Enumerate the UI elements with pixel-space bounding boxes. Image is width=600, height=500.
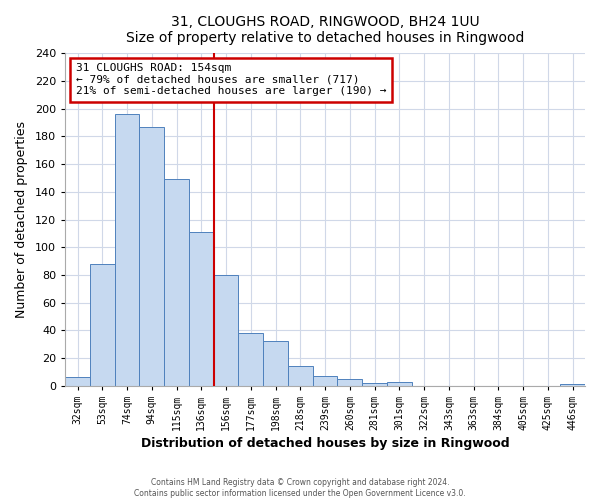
Text: Contains HM Land Registry data © Crown copyright and database right 2024.
Contai: Contains HM Land Registry data © Crown c… xyxy=(134,478,466,498)
Bar xyxy=(115,114,139,386)
Bar xyxy=(65,378,90,386)
Bar xyxy=(189,232,214,386)
Y-axis label: Number of detached properties: Number of detached properties xyxy=(15,121,28,318)
Bar xyxy=(313,376,337,386)
Text: 31 CLOUGHS ROAD: 154sqm
← 79% of detached houses are smaller (717)
21% of semi-d: 31 CLOUGHS ROAD: 154sqm ← 79% of detache… xyxy=(76,64,386,96)
Bar xyxy=(288,366,313,386)
Bar xyxy=(90,264,115,386)
Bar xyxy=(387,382,412,386)
Title: 31, CLOUGHS ROAD, RINGWOOD, BH24 1UU
Size of property relative to detached house: 31, CLOUGHS ROAD, RINGWOOD, BH24 1UU Siz… xyxy=(126,15,524,45)
Bar xyxy=(164,180,189,386)
Bar xyxy=(560,384,585,386)
Bar xyxy=(362,383,387,386)
Bar xyxy=(238,333,263,386)
Bar xyxy=(263,342,288,386)
Bar xyxy=(139,126,164,386)
Bar xyxy=(337,379,362,386)
X-axis label: Distribution of detached houses by size in Ringwood: Distribution of detached houses by size … xyxy=(141,437,509,450)
Bar xyxy=(214,275,238,386)
